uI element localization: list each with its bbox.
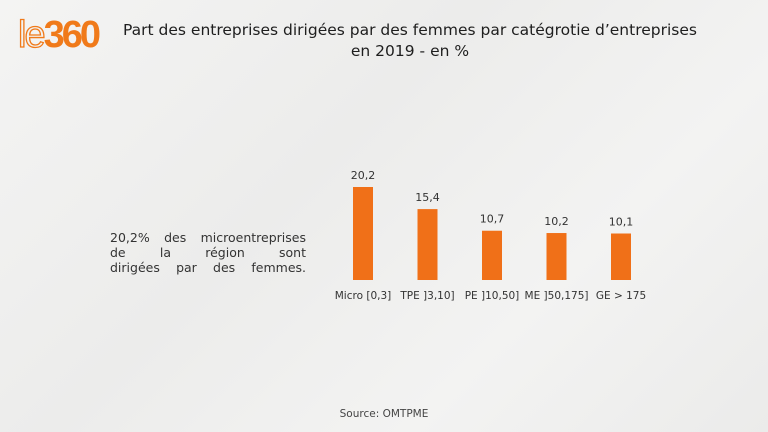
value-label-5: 10,1	[609, 216, 634, 229]
category-label-4: ME ]50,175]	[525, 290, 589, 302]
value-label-4: 10,2	[544, 215, 569, 228]
le360-logo: le 360	[17, 14, 101, 56]
bar-1	[353, 187, 373, 280]
logo-le: le	[17, 14, 46, 56]
source-note: Source: OMTPME	[339, 408, 429, 420]
bar-4	[546, 233, 567, 280]
category-label-2: TPE ]3,10]	[399, 290, 454, 302]
summary-note: 20,2% des microentreprises de la région …	[110, 230, 306, 275]
value-label-2: 15,4	[415, 191, 440, 204]
chart-title: Part des entreprises dirigées par des fe…	[110, 20, 710, 62]
bar-2	[417, 209, 438, 280]
logo-360: 360	[43, 14, 101, 56]
value-label-1: 20,2	[351, 169, 376, 182]
summary-note-line: de la région sont	[110, 245, 306, 260]
chart-title-line-2: en 2019 - en %	[350, 42, 470, 60]
value-label-3: 10,7	[480, 213, 505, 226]
category-label-1: Micro [0,3]	[335, 290, 392, 302]
bar-3	[482, 230, 502, 280]
chart-title-line-1: Part des entreprises dirigées par des fe…	[123, 21, 697, 39]
summary-note-line: 20,2% des microentreprises	[110, 230, 306, 245]
category-label-3: PE ]10,50]	[465, 290, 520, 302]
bar-5	[611, 233, 631, 280]
category-label-5: GE > 175	[596, 290, 646, 302]
summary-note-line: dirigées par des femmes.	[110, 260, 306, 275]
